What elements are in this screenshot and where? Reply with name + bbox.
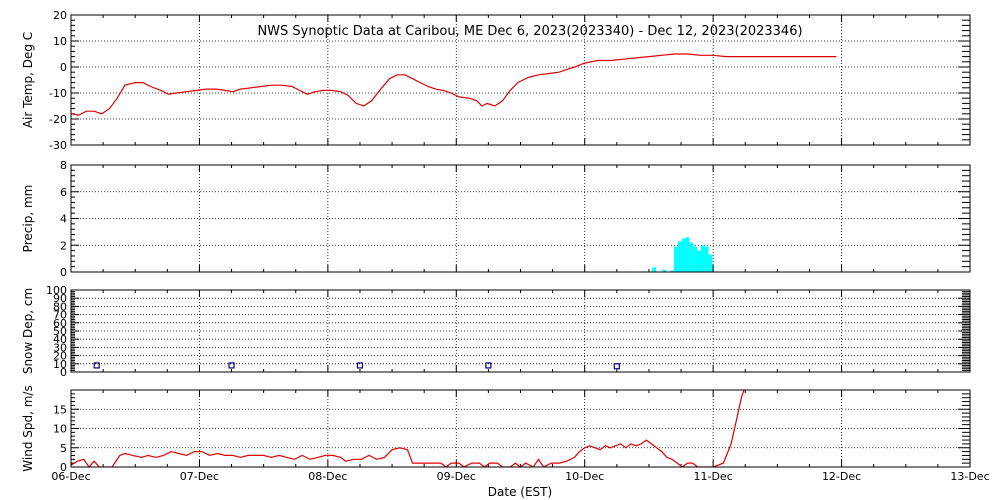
y-tick-label: 0 — [60, 461, 67, 474]
x-tick-label: 07-Dec — [180, 470, 219, 483]
y-tick-label: 10 — [53, 423, 67, 436]
series-line — [71, 390, 745, 467]
snow-depth-point — [613, 363, 620, 370]
precip-bar — [697, 250, 701, 272]
series-group — [93, 362, 620, 370]
y-tick-label: 100 — [46, 284, 67, 297]
panel-4: 0 5 10 15 Wind Spd, m/s — [21, 385, 971, 474]
y-tick-label: 80 — [53, 300, 67, 313]
y-tick-label: -20 — [49, 113, 67, 126]
panel-frame — [70, 389, 971, 468]
x-tick-label: 09-Dec — [437, 470, 476, 483]
precip-bar — [708, 254, 713, 272]
y-axis-label: Wind Spd, m/s — [21, 385, 35, 471]
y-axis-label: Snow Dep, cm — [21, 288, 35, 374]
series-group — [71, 53, 837, 116]
y-tick-label: 50 — [53, 325, 67, 338]
series-line — [71, 53, 837, 116]
y-tick-label: 2 — [60, 239, 67, 252]
y-tick-label: 0 — [60, 61, 67, 74]
precip-bar — [677, 241, 682, 272]
y-tick-label: 0 — [60, 366, 67, 379]
y-tick-label: 6 — [60, 186, 67, 199]
precip-bar — [689, 242, 694, 272]
snow-depth-point — [356, 362, 364, 369]
precip-bar — [673, 246, 678, 272]
panel-frame — [70, 164, 971, 273]
precip-bar — [693, 246, 698, 272]
y-tick-label: 20 — [53, 350, 67, 363]
panel-frame — [70, 14, 971, 146]
y-tick-label: 30 — [53, 341, 67, 354]
y-tick-label: 15 — [53, 403, 67, 416]
precip-bar — [681, 238, 686, 272]
snow-depth-point — [93, 362, 100, 369]
y-tick-label: 40 — [53, 333, 67, 346]
series-group — [71, 390, 745, 467]
precip-bar — [685, 237, 690, 272]
y-tick-label: 4 — [60, 213, 67, 226]
y-tick-label: 90 — [53, 292, 67, 305]
panel-2: 0 2 4 6 8 Precip, mm — [21, 159, 971, 279]
x-tick-label: 10-Dec — [565, 470, 604, 483]
snow-depth-point — [485, 362, 492, 369]
y-axis-label: Air Temp, Deg C — [21, 32, 35, 128]
y-tick-label: -10 — [49, 87, 67, 100]
y-tick-label: 0 — [60, 266, 67, 279]
precip-bar — [662, 269, 667, 272]
x-tick-label: 13-Dec — [950, 470, 989, 483]
y-tick-label: 70 — [53, 309, 67, 322]
precip-bar — [652, 267, 656, 272]
precip-bar — [670, 270, 674, 272]
y-tick-label: -30 — [49, 139, 67, 152]
x-tick-label: 11-Dec — [694, 470, 733, 483]
x-tick-label: 06-Dec — [51, 470, 90, 483]
y-tick-label: 8 — [60, 159, 67, 172]
y-tick-label: 5 — [60, 442, 67, 455]
precip-bar — [704, 246, 709, 272]
y-tick-label: 10 — [53, 35, 67, 48]
y-tick-label: 10 — [53, 358, 67, 371]
x-tick-label: 12-Dec — [822, 470, 861, 483]
panel-frame — [70, 289, 971, 373]
y-axis-label: Precip, mm — [21, 185, 35, 253]
x-axis-label: Date (EST) — [488, 485, 552, 499]
precip-bar — [700, 245, 705, 272]
x-tick-label: 08-Dec — [308, 470, 347, 483]
y-tick-label: 20 — [53, 9, 67, 22]
y-tick-label: 60 — [53, 317, 67, 330]
series-group — [641, 237, 713, 272]
chart-title: NWS Synoptic Data at Caribou, ME Dec 6, … — [257, 24, 802, 39]
snow-depth-point — [228, 362, 235, 369]
panel-1: -30 -20 -10 0 10 20 Air Temp, Deg C — [21, 9, 971, 152]
